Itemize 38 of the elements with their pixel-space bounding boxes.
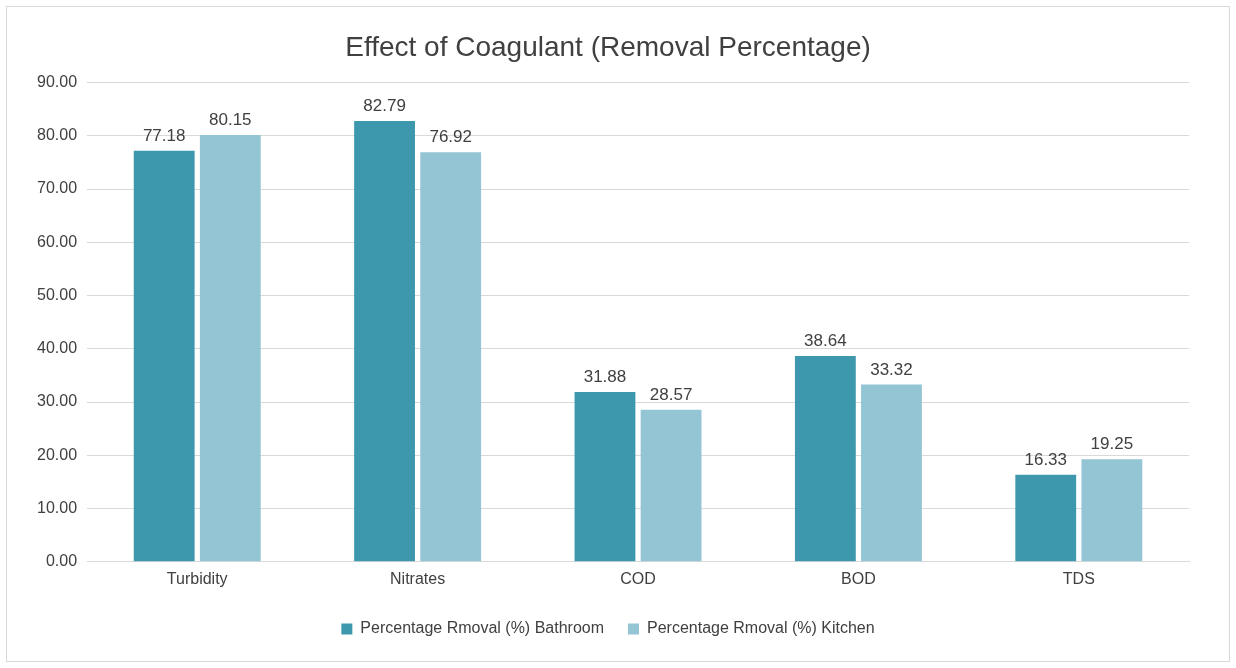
bar xyxy=(1015,474,1077,562)
y-tick-label: 40.00 xyxy=(36,339,78,357)
x-tick-label: BOD xyxy=(841,569,876,587)
bar xyxy=(354,120,415,562)
x-tick-label: Nitrates xyxy=(390,569,446,587)
data-label: 80.15 xyxy=(209,110,252,130)
bar xyxy=(640,409,702,562)
y-tick-label: 10.00 xyxy=(36,498,78,516)
bar xyxy=(133,150,195,562)
bar xyxy=(1081,459,1143,562)
data-label: 16.33 xyxy=(1024,450,1068,470)
bar xyxy=(199,135,261,562)
data-label: 77.18 xyxy=(142,126,186,146)
data-label: 31.88 xyxy=(583,367,627,387)
data-label: 38.64 xyxy=(804,331,847,351)
legend-label: Percentage Rmoval (%) Kitchen xyxy=(647,619,875,637)
x-tick-label: TDS xyxy=(1062,569,1095,587)
x-tick-label: Turbidity xyxy=(166,569,228,587)
data-label: 28.57 xyxy=(649,384,693,404)
y-tick-label: 0.00 xyxy=(45,552,78,570)
x-tick-label: COD xyxy=(620,569,656,587)
bar xyxy=(861,384,922,562)
legend-label: Percentage Rmoval (%) Bathroom xyxy=(360,619,604,637)
data-label: 19.25 xyxy=(1090,434,1134,454)
bar xyxy=(420,152,482,562)
bar xyxy=(574,392,636,562)
data-label: 33.32 xyxy=(870,359,913,379)
data-label: 82.79 xyxy=(363,96,406,116)
data-label: 76.92 xyxy=(429,127,472,147)
y-tick-label: 20.00 xyxy=(36,445,78,463)
y-tick-label: 30.00 xyxy=(36,392,78,410)
chart-title: Effect of Coagulant (Removal Percentage) xyxy=(345,30,871,62)
y-tick-label: 60.00 xyxy=(36,232,78,250)
y-tick-label: 70.00 xyxy=(36,179,78,197)
y-tick-label: 80.00 xyxy=(36,126,78,144)
y-tick-label: 50.00 xyxy=(36,285,78,303)
bar xyxy=(794,356,856,562)
y-tick-label: 90.00 xyxy=(36,73,78,91)
